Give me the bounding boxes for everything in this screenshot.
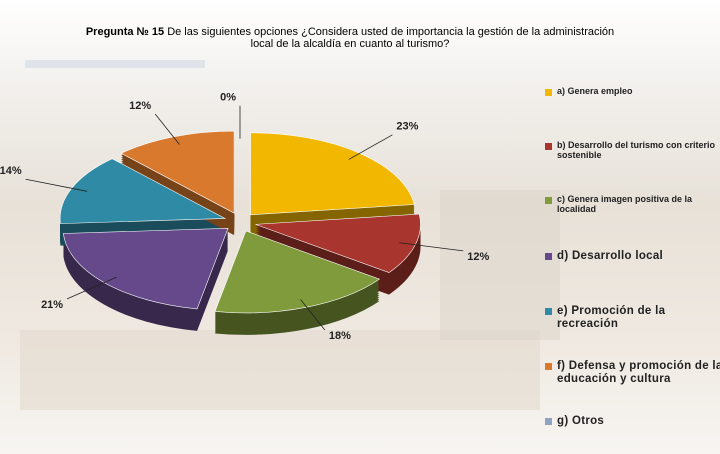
leader-line	[66, 276, 117, 300]
legend-swatch	[545, 418, 552, 425]
data-label: 21%	[41, 299, 63, 311]
legend-swatch	[545, 197, 552, 204]
legend-label: c) Genera imagen positiva de la localida…	[557, 194, 693, 214]
legend-label: e) Promoción de la recreación	[557, 305, 666, 330]
legend-label: d) Desarrollo local	[557, 250, 664, 262]
legend-item: f) Defensa y promoción de la educación y…	[545, 360, 720, 386]
data-label: 14%	[0, 165, 22, 177]
chart-title: Pregunta № 15 De las siguientes opciones…	[80, 26, 620, 50]
title-text: De las siguientes opciones ¿Considera us…	[167, 26, 615, 50]
legend-swatch	[545, 89, 552, 96]
legend-swatch	[545, 143, 552, 150]
legend-item: g) Otros	[545, 415, 720, 428]
legend-swatch	[545, 308, 552, 315]
legend-label: a) Genera empleo	[557, 86, 633, 96]
leader-line	[25, 178, 88, 192]
leader-line	[154, 113, 180, 145]
title-bold: Pregunta № 15	[85, 26, 165, 38]
legend-swatch	[545, 253, 552, 260]
data-label: 12%	[129, 100, 151, 112]
data-label: 12%	[467, 251, 489, 263]
background-wall	[440, 190, 560, 340]
background-ground	[20, 330, 540, 410]
data-label: 0%	[220, 92, 236, 104]
leader-line	[348, 134, 393, 160]
legend-item: e) Promoción de la recreación	[545, 305, 720, 331]
legend-item: b) Desarrollo del turismo con criterio s…	[545, 140, 720, 160]
leader-line	[399, 242, 464, 252]
legend-swatch	[545, 363, 552, 370]
legend-label: g) Otros	[557, 415, 605, 427]
leader-line	[300, 299, 326, 331]
slice	[250, 132, 415, 216]
data-label: 18%	[329, 330, 351, 342]
legend-label: f) Defensa y promoción de la educación y…	[557, 360, 720, 385]
legend-label: b) Desarrollo del turismo con criterio s…	[557, 140, 716, 160]
legend-item: a) Genera empleo	[545, 86, 720, 96]
data-label: 23%	[396, 121, 418, 133]
legend-item: c) Genera imagen positiva de la localida…	[545, 194, 720, 214]
legend-item: d) Desarrollo local	[545, 250, 720, 263]
background-band	[25, 60, 205, 68]
